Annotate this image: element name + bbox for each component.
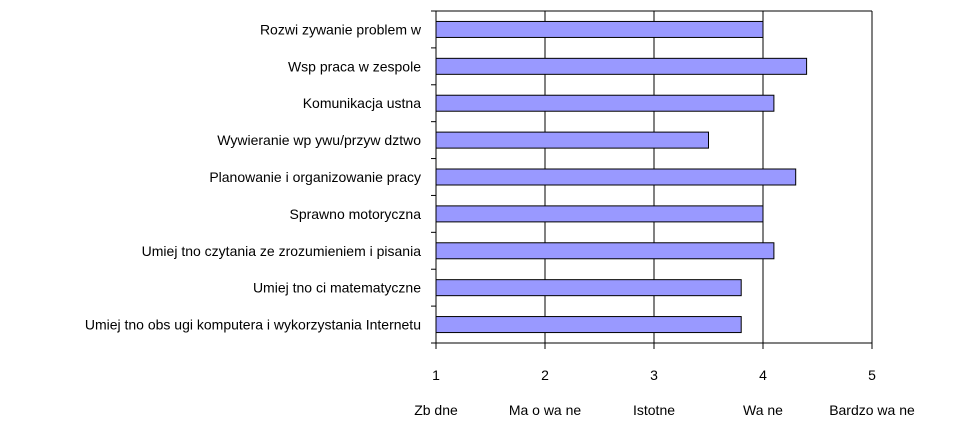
- bar-4: [435, 131, 709, 149]
- scale-labels: Zb dne Ma o wa ne Istotne Wa ne Bardzo wa ne: [414, 402, 915, 418]
- category-label-3: Komunikacja ustna: [303, 95, 422, 111]
- category-label-5: Planowanie i organizowanie pracy: [209, 169, 421, 185]
- x-tick-label-2: 2: [541, 367, 549, 383]
- bar-9: [435, 316, 742, 334]
- scale-label-2: Ma o wa ne: [509, 402, 582, 418]
- category-label-9: Umiej tno obs ugi komputera i wykorzysta…: [85, 317, 421, 333]
- bar-1: [435, 20, 764, 38]
- axes: [431, 10, 873, 349]
- x-tick-label-3: 3: [650, 367, 658, 383]
- x-tick-label-5: 5: [868, 367, 876, 383]
- x-tick-label-4: 4: [759, 367, 767, 383]
- scale-label-1: Zb dne: [414, 402, 458, 418]
- category-labels: Rozwi zywanie problem w Wsp praca w zespo…: [85, 21, 422, 332]
- scale-label-4: Wa ne: [743, 402, 783, 418]
- bar-6: [435, 205, 764, 223]
- category-label-2: Wsp praca w zespole: [288, 58, 421, 74]
- scale-label-5: Bardzo wa ne: [829, 402, 915, 418]
- tick-labels: 1 2 3 4 5: [432, 367, 876, 383]
- bar-7: [435, 242, 775, 260]
- category-label-8: Umiej tno ci matematyczne: [253, 280, 421, 296]
- scale-label-3: Istotne: [633, 402, 675, 418]
- x-tick-label-1: 1: [432, 367, 440, 383]
- category-label-4: Wywieranie wp ywu/przyw dztwo: [217, 132, 421, 148]
- category-label-7: Umiej tno czytania ze zrozumieniem i pis…: [142, 243, 422, 259]
- bar-8: [435, 279, 742, 297]
- bars: [435, 20, 808, 334]
- bar-5: [435, 168, 797, 186]
- bar-3: [435, 94, 775, 112]
- category-label-1: Rozwi zywanie problem w: [260, 21, 422, 37]
- bar-2: [435, 57, 808, 75]
- category-label-6: Sprawno motoryczna: [289, 206, 421, 222]
